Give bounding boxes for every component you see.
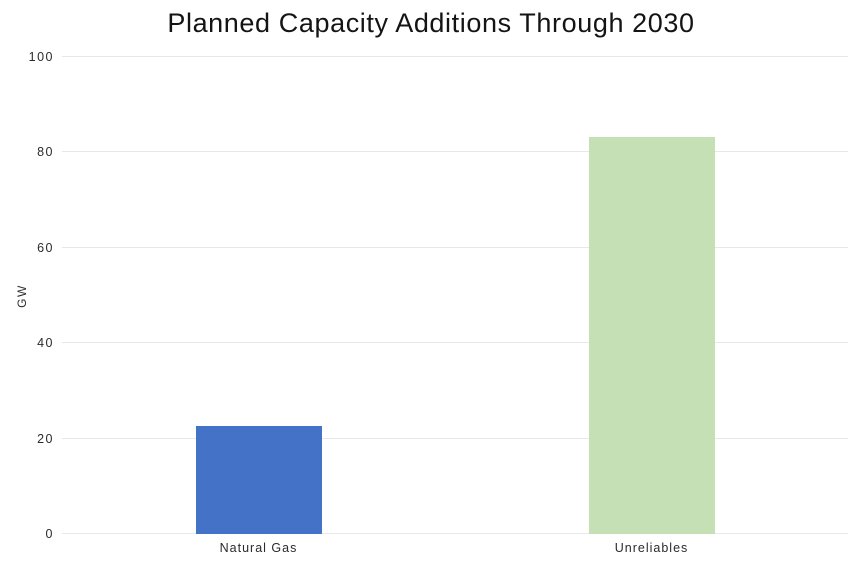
x-category-label-natural-gas: Natural Gas bbox=[219, 541, 298, 555]
bar-unreliables bbox=[588, 137, 715, 534]
bar-natural-gas bbox=[195, 426, 322, 534]
gridline-20 bbox=[62, 437, 848, 439]
y-tick-label-80: 80 bbox=[37, 145, 54, 160]
x-category-label-unreliables: Unreliables bbox=[614, 541, 689, 555]
chart-title: Planned Capacity Additions Through 2030 bbox=[167, 8, 695, 38]
y-tick-label-60: 60 bbox=[37, 240, 54, 255]
x-axis-labels: Natural Gas Unreliables bbox=[62, 541, 848, 561]
gridline-80 bbox=[62, 151, 848, 153]
y-tick-label-0: 0 bbox=[45, 527, 54, 541]
gridline-0 bbox=[62, 533, 848, 534]
plot-area bbox=[62, 56, 848, 534]
gridline-40 bbox=[62, 342, 848, 344]
y-axis-ticks: 0 20 40 60 80 100 bbox=[0, 50, 54, 541]
y-tick-label-100: 100 bbox=[28, 50, 54, 64]
gridline-100 bbox=[62, 56, 848, 57]
y-tick-label-20: 20 bbox=[37, 431, 54, 446]
y-tick-label-40: 40 bbox=[37, 336, 54, 351]
gridline-60 bbox=[62, 246, 848, 248]
